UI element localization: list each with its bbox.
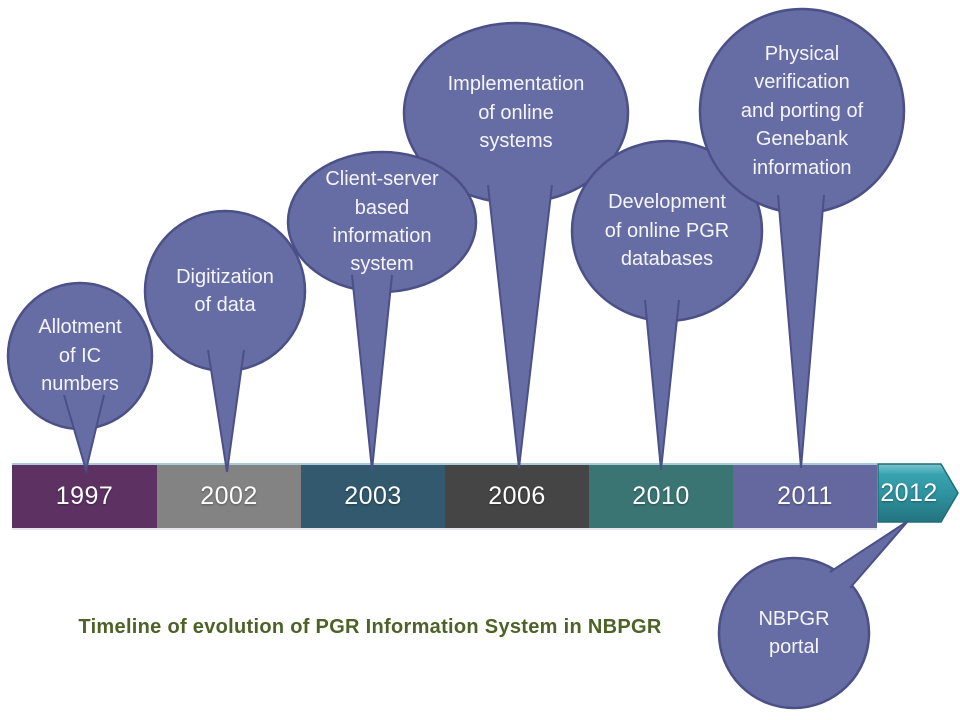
year-label-2003: 2003 (344, 482, 402, 510)
year-label-1997: 1997 (55, 482, 114, 510)
timeline-bar: 1997 2002 2003 2006 2010 2011 (12, 463, 877, 530)
timeline-segment-2002: 2002 (157, 465, 301, 528)
callout-tail-client-server (351, 274, 393, 471)
slide-caption: Timeline of evolution of PGR Information… (78, 616, 662, 638)
year-label-2006: 2006 (488, 482, 546, 510)
callout-text-digitization: Digitization of data (176, 265, 274, 316)
callout-text-physical-verification: Physical verification and porting of Gen… (740, 43, 864, 179)
callout-text-client-server: Client-server based information system (325, 168, 439, 276)
callout-tail-implementation (487, 184, 553, 469)
callout-bubble-implementation (402, 21, 630, 205)
callout-tail-nbpgr-portal (829, 520, 909, 589)
callout-text-implementation: Implementation of online systems (447, 73, 585, 153)
callout-bubble-client-server (286, 150, 478, 294)
timeline-segment-1997: 1997 (12, 465, 157, 528)
callout-bubble-physical-verification (698, 7, 906, 215)
timeline-segment-2010: 2010 (589, 465, 733, 528)
callout-bubble-development (570, 139, 764, 323)
timeline-segment-2003: 2003 (301, 465, 445, 528)
callout-text-development: Development of online PGR databases (604, 191, 730, 271)
callout-bubble-nbpgr-portal (717, 556, 871, 710)
callout-text-nbpgr-portal: NBPGR portal (758, 607, 830, 658)
callout-text-allotment: Allotment of IC numbers (38, 316, 122, 396)
timeline-segment-2011: 2011 (733, 465, 877, 528)
callout-tail-development (644, 299, 680, 471)
callout-bubble-digitization (143, 209, 307, 373)
year-label-2010: 2010 (632, 482, 690, 510)
callout-tail-physical-verification (777, 194, 825, 469)
timeline-segment-2012-arrow (877, 463, 959, 523)
callout-bubble-allotment (6, 281, 154, 431)
callout-tail-allotment (63, 394, 105, 474)
year-label-2011: 2011 (777, 482, 833, 510)
callout-tail-digitization (207, 349, 245, 473)
year-label-2002: 2002 (200, 482, 258, 510)
year-label-2012-wrap: 2012 (877, 465, 941, 522)
year-label-2012: 2012 (880, 479, 938, 507)
timeline-segment-2006: 2006 (445, 465, 589, 528)
